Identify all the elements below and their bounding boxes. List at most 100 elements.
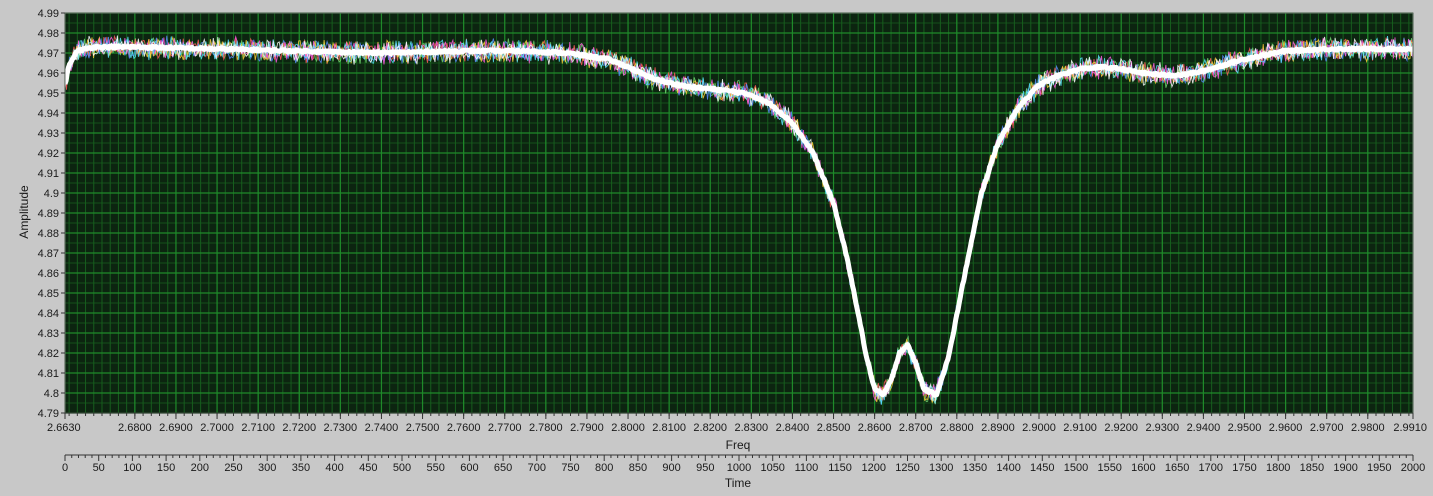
freq-tick-label: 2.7000 <box>200 422 234 434</box>
y-tick-label: 4.83 <box>38 328 59 340</box>
time-tick-label: 1400 <box>996 462 1020 474</box>
time-tick-label: 1550 <box>1097 462 1121 474</box>
time-tick-label: 1200 <box>862 462 886 474</box>
time-tick-label: 1800 <box>1266 462 1290 474</box>
freq-tick-label: 2.8500 <box>817 422 851 434</box>
y-tick-label: 4.91 <box>38 168 59 180</box>
freq-tick-label: 2.9600 <box>1269 422 1303 434</box>
freq-tick-label: 2.6800 <box>118 422 152 434</box>
freq-tick-label: 2.6630 <box>47 422 81 434</box>
freq-tick-label: 2.8600 <box>858 422 892 434</box>
time-tick-label: 1250 <box>895 462 919 474</box>
time-tick-label: 1850 <box>1300 462 1324 474</box>
time-tick-label: 950 <box>696 462 714 474</box>
y-tick-label: 4.88 <box>38 228 59 240</box>
time-tick-label: 1300 <box>929 462 953 474</box>
time-tick-label: 1750 <box>1232 462 1256 474</box>
y-tick-label: 4.95 <box>38 88 59 100</box>
y-tick-label: 4.97 <box>38 48 59 60</box>
y-tick-label: 4.98 <box>38 28 59 40</box>
freq-tick-label: 2.9000 <box>1022 422 1056 434</box>
y-tick-label: 4.92 <box>38 148 59 160</box>
time-tick-label: 50 <box>93 462 105 474</box>
freq-axis: 2.6630 2.6800 2.6900 2.7000 2.7100 2.7200 2.73… <box>47 412 1427 434</box>
freq-tick-label: 2.8300 <box>735 422 769 434</box>
y-tick-label: 4.85 <box>38 288 59 300</box>
x2-axis-label: Time <box>725 476 752 490</box>
y-tick-label: 4.96 <box>38 68 59 80</box>
time-tick-label: 150 <box>157 462 175 474</box>
y-tick-label: 4.93 <box>38 128 59 140</box>
time-tick-label: 1950 <box>1367 462 1391 474</box>
freq-tick-label: 2.7500 <box>406 422 440 434</box>
time-tick-label: 750 <box>561 462 579 474</box>
time-tick-label: 1450 <box>1030 462 1054 474</box>
time-tick-label: 0 <box>62 462 68 474</box>
time-tick-label: 700 <box>528 462 546 474</box>
time-tick-label: 400 <box>325 462 343 474</box>
freq-tick-label: 2.9200 <box>1104 422 1138 434</box>
freq-tick-label: 2.9800 <box>1351 422 1385 434</box>
time-tick-label: 1600 <box>1131 462 1155 474</box>
freq-tick-label: 2.8100 <box>652 422 686 434</box>
time-tick-label: 800 <box>595 462 613 474</box>
y-tick-label: 4.8 <box>44 388 59 400</box>
time-tick-label: 1150 <box>828 462 852 474</box>
freq-tick-label: 2.7200 <box>282 422 316 434</box>
time-tick-label: 850 <box>629 462 647 474</box>
y-tick-label: 4.79 <box>38 408 59 420</box>
time-axis: 0 50 100 150 200 250 300 350 400 450 500 550 600 650 7… <box>62 454 1425 474</box>
y-tick-label: 4.89 <box>38 208 59 220</box>
plot-area <box>64 12 1414 414</box>
freq-tick-label: 2.9400 <box>1187 422 1221 434</box>
y-axis-label: Amplitude <box>17 185 31 239</box>
time-tick-label: 1700 <box>1199 462 1223 474</box>
time-tick-label: 250 <box>224 462 242 474</box>
time-tick-label: 900 <box>662 462 680 474</box>
y-tick-label: 4.84 <box>38 308 59 320</box>
freq-tick-label: 2.7300 <box>324 422 358 434</box>
time-tick-label: 1100 <box>795 462 819 474</box>
time-tick-label: 300 <box>258 462 276 474</box>
mean-trace-line <box>65 43 1413 398</box>
y-tick-label: 4.87 <box>38 248 59 260</box>
freq-tick-label: 2.8800 <box>940 422 974 434</box>
freq-tick-label: 2.8000 <box>611 422 645 434</box>
time-tick-label: 100 <box>123 462 141 474</box>
time-tick-label: 550 <box>427 462 445 474</box>
time-tick-label: 1000 <box>727 462 751 474</box>
freq-tick-label: 2.7700 <box>488 422 522 434</box>
time-tick-label: 450 <box>359 462 377 474</box>
time-tick-label: 500 <box>393 462 411 474</box>
freq-tick-label: 2.8200 <box>693 422 727 434</box>
freq-tick-label: 2.9300 <box>1145 422 1179 434</box>
freq-tick-label: 2.8400 <box>776 422 810 434</box>
freq-tick-label: 2.7400 <box>365 422 399 434</box>
y-tick-label: 4.99 <box>38 8 59 20</box>
y-tick-label: 4.94 <box>38 108 59 120</box>
y-tick-label: 4.81 <box>38 368 59 380</box>
time-tick-label: 1050 <box>760 462 784 474</box>
time-tick-label: 1500 <box>1064 462 1088 474</box>
freq-tick-label: 2.9500 <box>1228 422 1262 434</box>
freq-tick-label: 2.7600 <box>447 422 481 434</box>
freq-tick-label: 2.7800 <box>529 422 563 434</box>
time-tick-label: 1900 <box>1333 462 1357 474</box>
freq-tick-label: 2.9910 <box>1393 422 1427 434</box>
freq-tick-label: 2.7900 <box>570 422 604 434</box>
freq-tick-label: 2.8900 <box>981 422 1015 434</box>
time-tick-label: 600 <box>460 462 478 474</box>
x-axis-label: Freq <box>726 438 751 452</box>
y-tick-label: 4.86 <box>38 268 59 280</box>
y-axis: 4.79 4.8 4.81 4.82 4.83 4.84 4.85 4.86 4.87 4.88 4… <box>38 8 65 420</box>
time-tick-label: 1650 <box>1165 462 1189 474</box>
time-tick-label: 1350 <box>963 462 987 474</box>
y-tick-label: 4.82 <box>38 348 59 360</box>
freq-tick-label: 2.7100 <box>241 422 275 434</box>
freq-tick-label: 2.6900 <box>159 422 193 434</box>
freq-tick-label: 2.9700 <box>1310 422 1344 434</box>
y-tick-label: 4.9 <box>44 188 59 200</box>
freq-tick-label: 2.8700 <box>899 422 933 434</box>
time-tick-label: 650 <box>494 462 512 474</box>
